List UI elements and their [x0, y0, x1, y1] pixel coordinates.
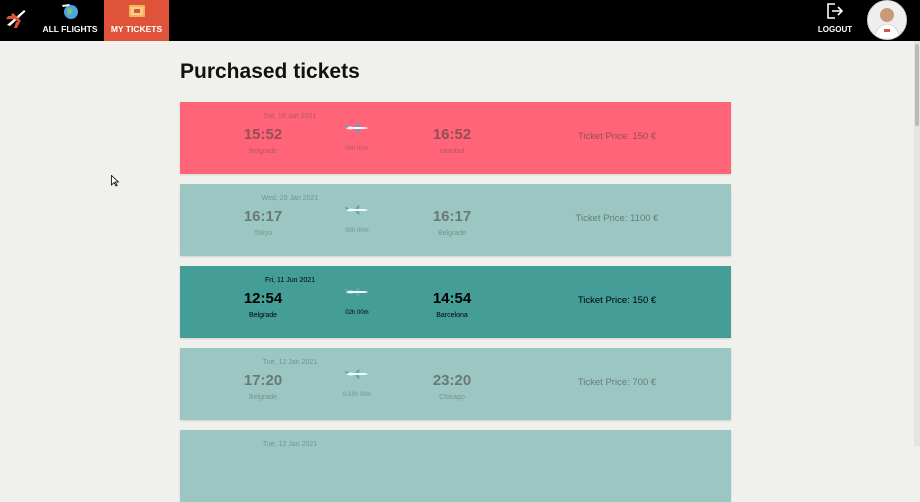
avatar-image [868, 1, 906, 39]
logout-label: LOGOUT [817, 25, 853, 34]
ticket-card[interactable]: Sat, 16 Jan 2021 15:52 Belgrade 00h 00m … [180, 102, 731, 174]
ticket-date: Wed, 20 Jan 2021 [261, 195, 319, 202]
logout-icon [827, 3, 844, 19]
airplane-icon [345, 205, 368, 215]
flight-duration: 02h 00m [345, 310, 369, 316]
flight-duration: 0-18h 00m [342, 392, 372, 398]
nav-all-flights-label: ALL FLIGHTS [42, 24, 98, 34]
airplane-icon [345, 123, 368, 133]
ticket-card[interactable]: Wed, 20 Jan 2021 16:17 Tokyo 00h 00m 16:… [180, 184, 731, 256]
logout-button[interactable]: LOGOUT [812, 0, 858, 41]
ticket-date: Tue, 12 Jan 2021 [262, 359, 318, 366]
departure-city: Belgrade [248, 148, 278, 155]
plane-logo-icon[interactable] [4, 6, 28, 30]
departure-time: 15:52 [243, 126, 283, 143]
ticket-price: Ticket Price: 1100 € [575, 213, 659, 224]
mouse-cursor-icon [111, 175, 119, 187]
arrival-city: Barcelona [436, 312, 468, 319]
arrival-time: 23:20 [432, 372, 472, 389]
globe-icon [62, 4, 78, 19]
ticket-date: Sat, 16 Jan 2021 [263, 113, 317, 120]
ticket-card[interactable]: Tue, 12 Jan 2021 [180, 430, 731, 502]
flight-duration: 00h 00m [345, 228, 369, 234]
ticket-date: Fri, 11 Jun 2021 [264, 277, 316, 284]
ticket-price: Ticket Price: 700 € [577, 377, 657, 388]
user-avatar[interactable] [867, 0, 907, 40]
scrollbar-track[interactable] [914, 41, 920, 446]
arrival-city: Chicago [439, 394, 465, 401]
ticket-card[interactable]: Tue, 12 Jan 2021 17:20 Belgrade 0-18h 00… [180, 348, 731, 420]
page-title: Purchased tickets [180, 60, 360, 83]
departure-time: 16:17 [243, 208, 283, 225]
departure-time: 17:20 [243, 372, 283, 389]
departure-city: Tokyo [253, 230, 273, 237]
departure-city: Belgrade [248, 394, 278, 401]
scrollbar-thumb[interactable] [915, 44, 919, 126]
airplane-icon [345, 287, 368, 297]
arrival-time: 16:52 [432, 126, 472, 143]
nav-my-tickets-label: MY TICKETS [110, 24, 163, 34]
nav-all-flights-button[interactable]: ALL FLIGHTS [42, 0, 98, 41]
ticket-date: Tue, 12 Jan 2021 [262, 441, 318, 448]
airplane-icon [345, 369, 368, 379]
ticket-price: Ticket Price: 150 € [577, 295, 657, 306]
departure-time: 12:54 [243, 290, 283, 307]
arrival-time: 14:54 [432, 290, 472, 307]
ticket-icon [128, 5, 145, 17]
ticket-price: Ticket Price: 150 € [577, 131, 657, 142]
arrival-city: Istanbul [439, 148, 465, 155]
ticket-card[interactable]: Fri, 11 Jun 2021 12:54 Belgrade 02h 00m … [180, 266, 731, 338]
arrival-city: Belgrade [437, 230, 467, 237]
departure-city: Belgrade [248, 312, 278, 319]
flight-duration: 00h 00m [345, 146, 369, 152]
arrival-time: 16:17 [432, 208, 472, 225]
nav-my-tickets-button[interactable]: MY TICKETS [104, 0, 169, 41]
